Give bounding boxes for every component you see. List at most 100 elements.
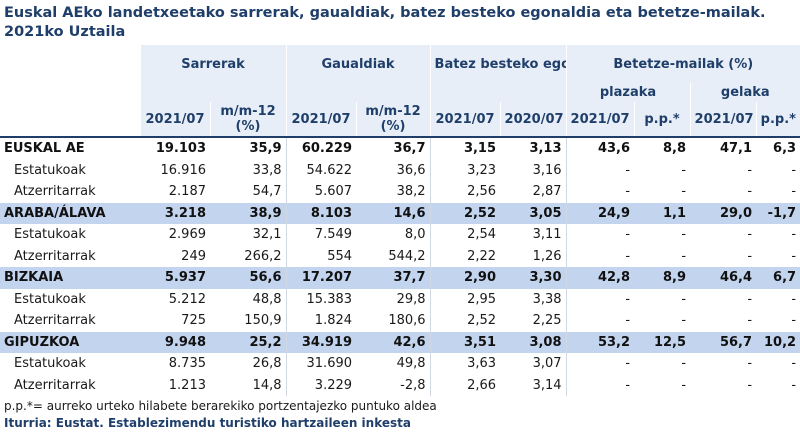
table-cell: -1,7: [756, 202, 800, 224]
table-cell: 3.218: [140, 202, 210, 224]
table-cell: 3,38: [532, 291, 562, 307]
table-row: Estatukoak 2.969 32,1 7.549 8,0 2,54 3,11- - - -: [0, 224, 800, 246]
row-label: Atzerritarrak: [14, 377, 96, 393]
col-header: 2021/07: [565, 102, 635, 138]
header-sarrerak: Sarrerak: [139, 45, 287, 83]
table-cell: -: [565, 353, 635, 375]
table-row: Estatukoak 16.916 33,8 54.622 36,6 3,23 3,16- -…: [0, 159, 800, 181]
table-title: Euskal AEko landetxeetako sarrerak, gaua…: [4, 5, 766, 40]
table-cell: -: [565, 181, 635, 203]
col-header: 2021/07: [285, 102, 357, 138]
table-cell: 15.383: [285, 288, 357, 310]
table-cell: 43,6: [565, 137, 635, 160]
table-cell: 8.103: [285, 202, 357, 224]
header-plazaka: plazaka: [565, 83, 691, 102]
source-note: Iturria: Eustat. Establezimendu turistik…: [4, 416, 411, 430]
table-cell: 5.607: [285, 181, 357, 203]
table-cell: 46,4: [690, 267, 757, 289]
table-cell: -: [747, 313, 753, 329]
table-cell: -: [791, 227, 797, 243]
table-cell: -: [747, 248, 753, 264]
table-row: Estatukoak 8.735 26,8 31.690 49,8 3,63 3,07- - -…: [0, 353, 800, 375]
table-cell: -: [681, 291, 687, 307]
table-cell: 49,8: [396, 356, 426, 372]
table-cell: 32,1: [252, 227, 282, 243]
table-cell: 2,25: [532, 313, 562, 329]
table-cell: -: [565, 224, 635, 246]
table-row: Atzerritarrak 2.187 54,7 5.607 38,2 2,56 2,87-…: [0, 181, 800, 203]
table-cell: -: [565, 245, 635, 267]
table-cell: 3,08: [500, 331, 567, 353]
table-cell: -: [791, 184, 797, 200]
table-cell: 25,2: [210, 331, 287, 353]
table-cell: -: [681, 377, 687, 393]
table-cell: 3,07: [532, 356, 562, 372]
table-cell: -: [791, 356, 797, 372]
table-cell: 8,8: [634, 137, 691, 160]
table-cell: 3,63: [429, 353, 501, 375]
table-cell: 3.229: [285, 374, 357, 396]
table-cell: -: [681, 162, 687, 178]
row-label: Estatukoak: [14, 291, 86, 307]
col-header: 2021/07: [429, 102, 501, 138]
header-egonaldia: Batez besteko egonaldia: [429, 45, 567, 83]
table-cell: 31.690: [285, 353, 357, 375]
table-cell: -: [791, 291, 797, 307]
table-cell: -: [747, 377, 753, 393]
table-cell: 14,6: [356, 202, 431, 224]
table-cell: 1,1: [634, 202, 691, 224]
col-header: 2021/07: [139, 102, 210, 138]
table-cell: 54.622: [285, 159, 357, 181]
table-cell: -2,8: [400, 377, 426, 393]
table-row: Estatukoak 5.212 48,8 15.383 29,8 2,95 3,38- - -…: [0, 288, 800, 310]
table-cell: 3,13: [500, 137, 567, 160]
row-label: EUSKAL AE: [0, 137, 140, 160]
table-cell: -: [747, 356, 753, 372]
table-row: Atzerritarrak 249 266,2 554 544,2 2,22 1,26- - -…: [0, 245, 800, 267]
table-cell: 53,2: [565, 331, 635, 353]
col-header: 2021/07: [689, 102, 757, 138]
table-cell: -: [681, 184, 687, 200]
table-cell: 2,95: [429, 288, 501, 310]
table-row: Atzerritarrak 725 150,9 1.824 180,6 2,52 2,25-…: [0, 310, 800, 332]
table-cell: 7.549: [285, 224, 357, 246]
table-cell: 544,2: [388, 248, 426, 264]
table-cell: -: [747, 184, 753, 200]
table-cell: 33,8: [252, 162, 282, 178]
table-cell: 16.916: [160, 162, 207, 178]
col-header: m/m-12 (%): [355, 102, 431, 138]
table-cell: 3,23: [429, 159, 501, 181]
table-cell: 3,11: [532, 227, 562, 243]
row-label: Estatukoak: [14, 162, 86, 178]
table-cell: 3,30: [500, 267, 567, 289]
table-cell: 19.103: [140, 137, 210, 160]
row-label: Atzerritarrak: [14, 248, 96, 264]
table-cell: 2,66: [429, 374, 501, 396]
table-cell: -: [681, 313, 687, 329]
table-cell: -: [565, 288, 635, 310]
table-cell: -: [791, 313, 797, 329]
table-cell: 10,2: [756, 331, 800, 353]
table-cell: 3,05: [500, 202, 567, 224]
table-cell: 2,56: [429, 181, 501, 203]
table-cell: 2,52: [429, 202, 501, 224]
table-cell: 266,2: [244, 248, 282, 264]
table-cell: -: [747, 291, 753, 307]
table-cell: -: [791, 377, 797, 393]
table-cell: 56,6: [210, 267, 287, 289]
table-cell: -: [747, 227, 753, 243]
table-cell: 37,7: [356, 267, 431, 289]
table-cell: 29,8: [396, 291, 426, 307]
table-cell: 34.919: [285, 331, 357, 353]
table-cell: 1.824: [285, 310, 357, 332]
table-cell: 554: [285, 245, 357, 267]
table-cell: 2,90: [429, 267, 501, 289]
table-cell: 150,9: [244, 313, 282, 329]
table-cell: 249: [181, 248, 206, 264]
table-cell: 9.948: [140, 331, 210, 353]
table-row-region: EUSKAL AE 19.103 35,9 60.229 36,7 3,15 3,13 43,…: [0, 137, 800, 160]
col-header: p.p.*: [633, 102, 691, 138]
col-header: m/m-12 (%): [209, 102, 287, 138]
row-label: Atzerritarrak: [14, 184, 96, 200]
table-cell: 17.207: [285, 267, 357, 289]
